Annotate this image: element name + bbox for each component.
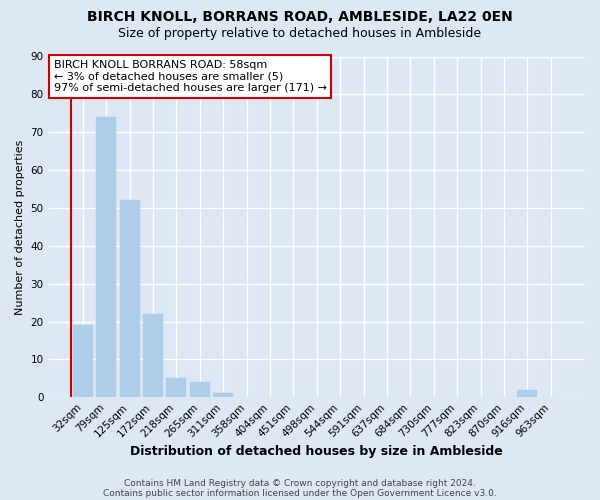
Text: BIRCH KNOLL, BORRANS ROAD, AMBLESIDE, LA22 0EN: BIRCH KNOLL, BORRANS ROAD, AMBLESIDE, LA… xyxy=(87,10,513,24)
Y-axis label: Number of detached properties: Number of detached properties xyxy=(15,139,25,314)
Bar xyxy=(213,394,233,397)
Bar xyxy=(97,117,116,397)
Bar xyxy=(120,200,140,397)
Bar xyxy=(143,314,163,397)
Bar xyxy=(166,378,187,397)
Text: Contains public sector information licensed under the Open Government Licence v3: Contains public sector information licen… xyxy=(103,488,497,498)
Bar xyxy=(73,326,93,397)
Bar xyxy=(517,390,537,397)
X-axis label: Distribution of detached houses by size in Ambleside: Distribution of detached houses by size … xyxy=(130,444,503,458)
Text: Size of property relative to detached houses in Ambleside: Size of property relative to detached ho… xyxy=(118,28,482,40)
Text: Contains HM Land Registry data © Crown copyright and database right 2024.: Contains HM Land Registry data © Crown c… xyxy=(124,478,476,488)
Text: BIRCH KNOLL BORRANS ROAD: 58sqm
← 3% of detached houses are smaller (5)
97% of s: BIRCH KNOLL BORRANS ROAD: 58sqm ← 3% of … xyxy=(54,60,327,93)
Bar xyxy=(190,382,210,397)
